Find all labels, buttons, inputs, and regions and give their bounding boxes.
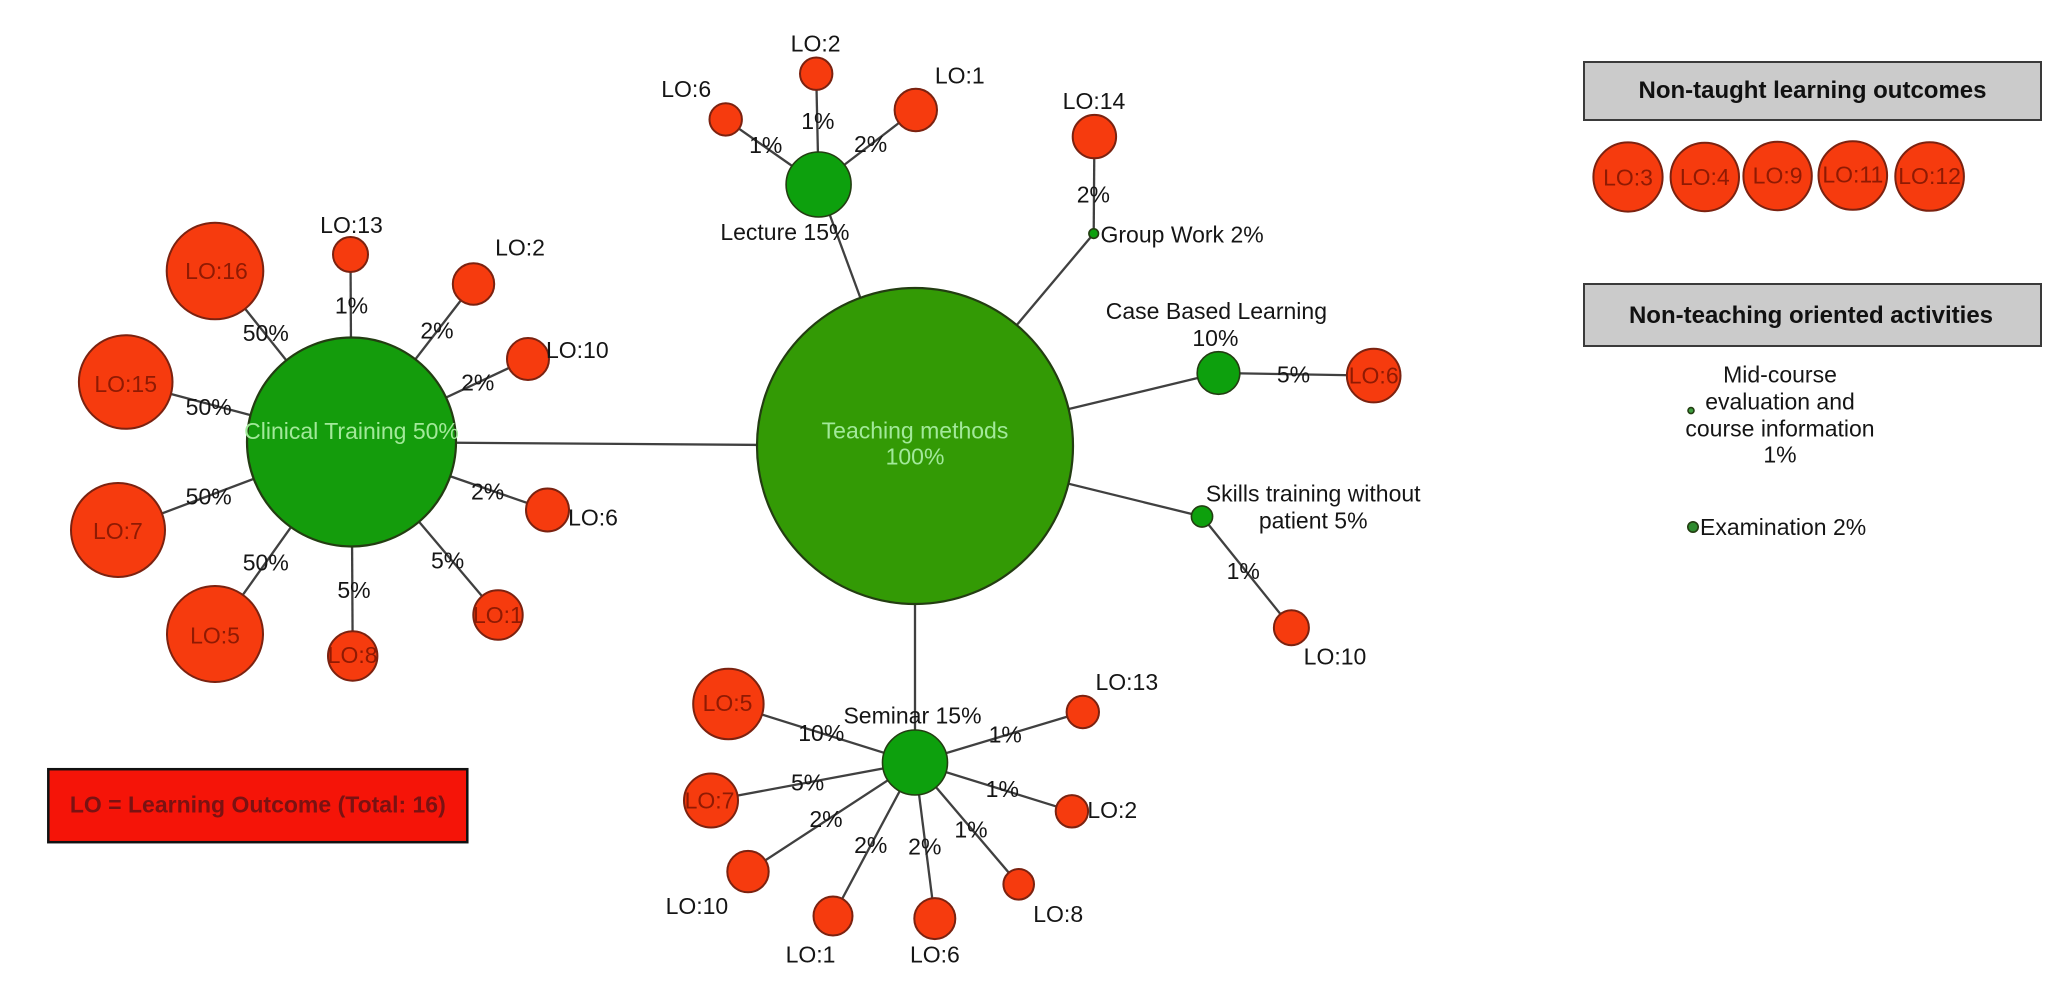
svg-text:LO:6: LO:6	[568, 505, 618, 531]
svg-text:Seminar 15%: Seminar 15%	[843, 703, 981, 729]
svg-text:50%: 50%	[186, 484, 232, 510]
svg-text:LO = Learning Outcome (Total:: LO = Learning Outcome (Total: 16)	[70, 792, 446, 818]
svg-text:LO:5: LO:5	[190, 622, 240, 648]
svg-text:LO:16: LO:16	[185, 258, 248, 284]
svg-text:Case Based Learning: Case Based Learning	[1106, 298, 1327, 324]
svg-text:course information: course information	[1685, 416, 1874, 442]
svg-text:LO:5: LO:5	[703, 690, 753, 716]
svg-text:LO:2: LO:2	[495, 235, 545, 261]
svg-text:LO:10: LO:10	[1304, 643, 1367, 669]
svg-text:Examination 2%: Examination 2%	[1700, 514, 1866, 540]
svg-text:LO:13: LO:13	[320, 212, 383, 238]
svg-text:LO:1: LO:1	[786, 942, 836, 968]
svg-text:LO:9: LO:9	[1753, 162, 1803, 188]
svg-text:LO:7: LO:7	[93, 518, 143, 544]
svg-text:LO:14: LO:14	[1063, 88, 1126, 114]
svg-text:10%: 10%	[1192, 325, 1238, 351]
svg-text:Mid-course: Mid-course	[1723, 362, 1837, 388]
svg-text:100%: 100%	[886, 444, 945, 470]
svg-text:LO:10: LO:10	[666, 893, 729, 919]
svg-text:50%: 50%	[243, 550, 289, 576]
svg-text:LO:1: LO:1	[473, 602, 523, 628]
svg-text:evaluation and: evaluation and	[1705, 389, 1855, 415]
svg-text:5%: 5%	[337, 577, 370, 603]
svg-text:1%: 1%	[801, 108, 834, 134]
svg-text:LO:6: LO:6	[661, 76, 711, 102]
svg-text:LO:15: LO:15	[94, 371, 157, 397]
svg-text:1%: 1%	[954, 816, 987, 842]
svg-text:LO:13: LO:13	[1095, 669, 1158, 695]
svg-text:LO:6: LO:6	[1349, 363, 1399, 389]
svg-text:LO:10: LO:10	[546, 337, 609, 363]
svg-text:LO:12: LO:12	[1898, 163, 1961, 189]
svg-text:patient 5%: patient 5%	[1259, 508, 1368, 534]
svg-text:LO:6: LO:6	[910, 942, 960, 968]
svg-text:2%: 2%	[854, 832, 887, 858]
svg-text:LO:3: LO:3	[1603, 164, 1653, 190]
svg-text:5%: 5%	[431, 548, 464, 574]
svg-text:1%: 1%	[1763, 442, 1796, 468]
svg-text:1%: 1%	[989, 722, 1022, 748]
svg-text:LO:7: LO:7	[685, 788, 735, 814]
svg-text:LO:8: LO:8	[1033, 901, 1083, 927]
svg-text:LO:2: LO:2	[791, 31, 841, 57]
svg-text:1%: 1%	[749, 132, 782, 158]
svg-text:LO:4: LO:4	[1680, 164, 1730, 190]
svg-text:Lecture 15%: Lecture 15%	[720, 219, 849, 245]
svg-text:1%: 1%	[986, 776, 1019, 802]
svg-text:5%: 5%	[791, 769, 824, 795]
svg-text:LO:8: LO:8	[328, 642, 378, 668]
svg-text:1%: 1%	[335, 293, 368, 319]
svg-text:LO:11: LO:11	[1822, 162, 1883, 188]
svg-text:2%: 2%	[809, 806, 842, 832]
svg-text:5%: 5%	[1277, 362, 1310, 388]
svg-text:2%: 2%	[461, 370, 494, 396]
svg-text:Clinical Training 50%: Clinical Training 50%	[244, 418, 459, 444]
svg-text:Group Work 2%: Group Work 2%	[1101, 222, 1264, 248]
svg-text:LO:2: LO:2	[1087, 797, 1137, 823]
svg-text:2%: 2%	[908, 834, 941, 860]
svg-text:LO:1: LO:1	[935, 63, 985, 89]
svg-text:Non-taught learning outcomes: Non-taught learning outcomes	[1639, 77, 1987, 104]
svg-text:Teaching methods: Teaching methods	[822, 418, 1009, 444]
svg-text:2%: 2%	[420, 318, 453, 344]
svg-text:2%: 2%	[1077, 182, 1110, 208]
svg-text:Skills training without: Skills training without	[1206, 480, 1421, 506]
svg-text:10%: 10%	[798, 720, 844, 746]
svg-text:Non-teaching oriented activiti: Non-teaching oriented activities	[1629, 302, 1993, 329]
svg-text:1%: 1%	[1227, 558, 1260, 584]
svg-text:50%: 50%	[186, 394, 232, 420]
svg-text:50%: 50%	[243, 320, 289, 346]
svg-text:2%: 2%	[854, 131, 887, 157]
svg-text:2%: 2%	[471, 479, 504, 505]
